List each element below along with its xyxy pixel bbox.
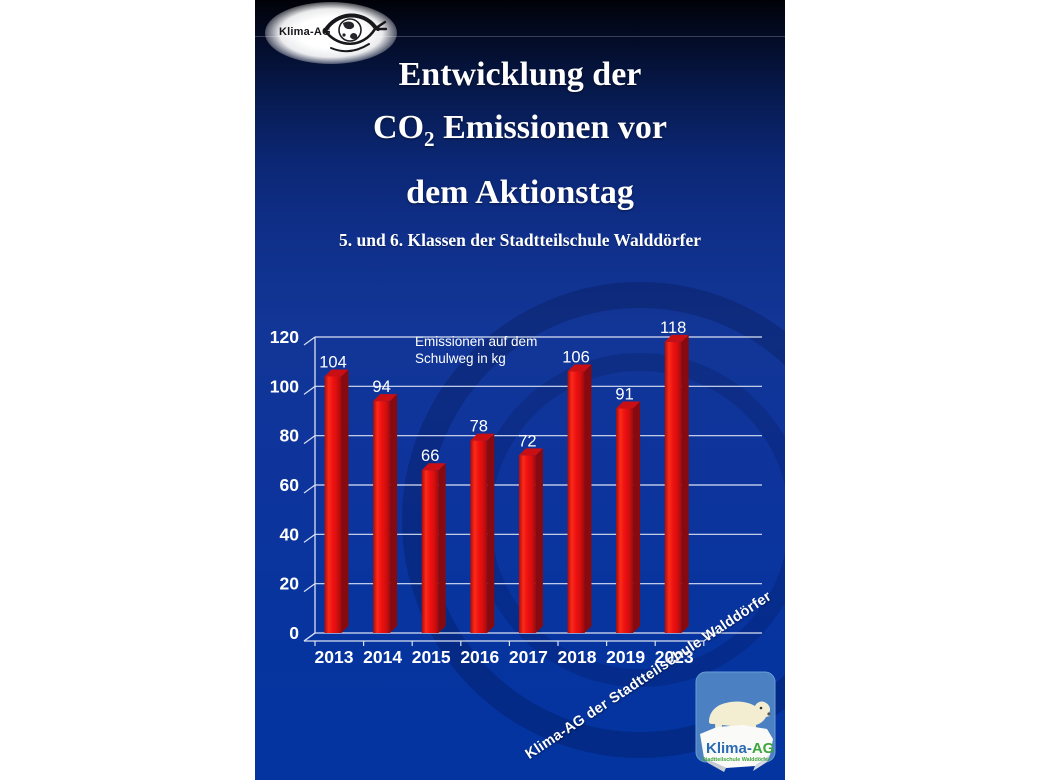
bar — [470, 440, 488, 633]
co2-subscript: 2 — [424, 126, 435, 151]
y-axis-depth-tick — [303, 533, 316, 543]
bar-value-label: 104 — [319, 353, 347, 371]
y-tick-label: 40 — [280, 524, 300, 544]
top-divider-line — [255, 36, 785, 37]
x-tick-label: 2018 — [558, 647, 597, 667]
bar-top-face — [616, 401, 641, 409]
bar-value-label: 118 — [660, 319, 686, 337]
x-tick-label: 2014 — [363, 647, 402, 667]
y-tick-label: 20 — [280, 574, 300, 594]
badge-subtitle: Stadtteilschule Walddörfer — [702, 757, 771, 763]
logo-glow-background — [265, 2, 397, 64]
bar-value-label: 94 — [372, 378, 390, 396]
bar-top-face — [664, 334, 689, 342]
bar-top-face — [567, 364, 592, 372]
klima-ag-eye-logo: Klima-AG — [259, 0, 409, 72]
bar-side-face — [633, 401, 641, 633]
badge-title: Klima-AG — [706, 740, 774, 757]
series-legend-text: Emissionen auf dem — [415, 334, 537, 349]
bar-side-face — [584, 364, 592, 633]
bar — [518, 455, 536, 633]
y-tick-label: 100 — [270, 376, 299, 396]
bar-top-face — [470, 433, 495, 441]
logo-wordmark: Klima-AG — [279, 26, 331, 38]
bar-side-face — [535, 448, 543, 633]
x-tick-label: 2015 — [412, 647, 451, 667]
bar — [324, 376, 342, 633]
x-tick-label: 2023 — [655, 647, 694, 667]
bar — [616, 408, 634, 633]
y-axis-depth-tick — [303, 385, 316, 395]
x-tick-label: 2016 — [460, 647, 499, 667]
bar-value-label: 78 — [470, 418, 488, 436]
x-tick-label: 2019 — [606, 647, 645, 667]
bar-side-face — [390, 394, 398, 633]
bar-value-label: 72 — [518, 432, 536, 450]
y-axis-depth-tick — [303, 435, 316, 445]
bar-value-label: 66 — [421, 447, 439, 465]
floor-corner-left — [303, 632, 316, 642]
title-line-2: CO2 Emissionen vor — [373, 109, 667, 151]
slide-subtitle: 5. und 6. Klassen der Stadtteilschule Wa… — [338, 230, 702, 250]
y-tick-label: 120 — [270, 327, 299, 347]
y-axis-depth-tick — [303, 336, 316, 346]
bar — [664, 341, 682, 633]
bar — [421, 470, 439, 633]
eye-globe-icon — [323, 13, 388, 53]
bar-side-face — [438, 463, 446, 633]
bar-value-label: 91 — [615, 386, 633, 404]
x-tick-label: 2013 — [315, 647, 354, 667]
klima-ag-school-badge: Klima-AG Stadtteilschule Walddörfer — [695, 671, 777, 773]
bar-side-face — [341, 369, 349, 633]
y-axis-depth-tick — [303, 583, 316, 593]
bar-top-face — [324, 369, 349, 377]
iceberg-shape — [700, 725, 773, 768]
title-line-3: dem Aktionstag — [406, 173, 634, 211]
bar-value-label: 106 — [562, 349, 590, 367]
bar — [373, 401, 391, 633]
y-tick-label: 60 — [280, 475, 300, 495]
bar-side-face — [681, 334, 689, 633]
emissions-bar-chart: 0 20 40 60 80 100 120 104 2013 94 2014 66 2015 78 2016… — [270, 319, 762, 667]
bar — [567, 371, 585, 633]
floor-corner-right — [703, 632, 716, 642]
presentation-slide: Klima-AG Entwicklung der CO2 Emissionen … — [255, 0, 785, 780]
y-tick-label: 80 — [280, 426, 300, 446]
y-tick-label: 0 — [289, 623, 299, 643]
bar-side-face — [487, 433, 495, 633]
y-axis-depth-tick — [303, 484, 316, 494]
title-line-1: Entwicklung der — [398, 56, 642, 93]
bar-top-face — [518, 448, 543, 456]
x-tick-label: 2017 — [509, 647, 548, 667]
bar-top-face — [421, 463, 446, 471]
series-legend-text: Schulweg in kg — [415, 351, 506, 366]
bar-top-face — [373, 394, 398, 402]
slide-title: Entwicklung der CO2 Emissionen vor dem A… — [255, 48, 785, 219]
